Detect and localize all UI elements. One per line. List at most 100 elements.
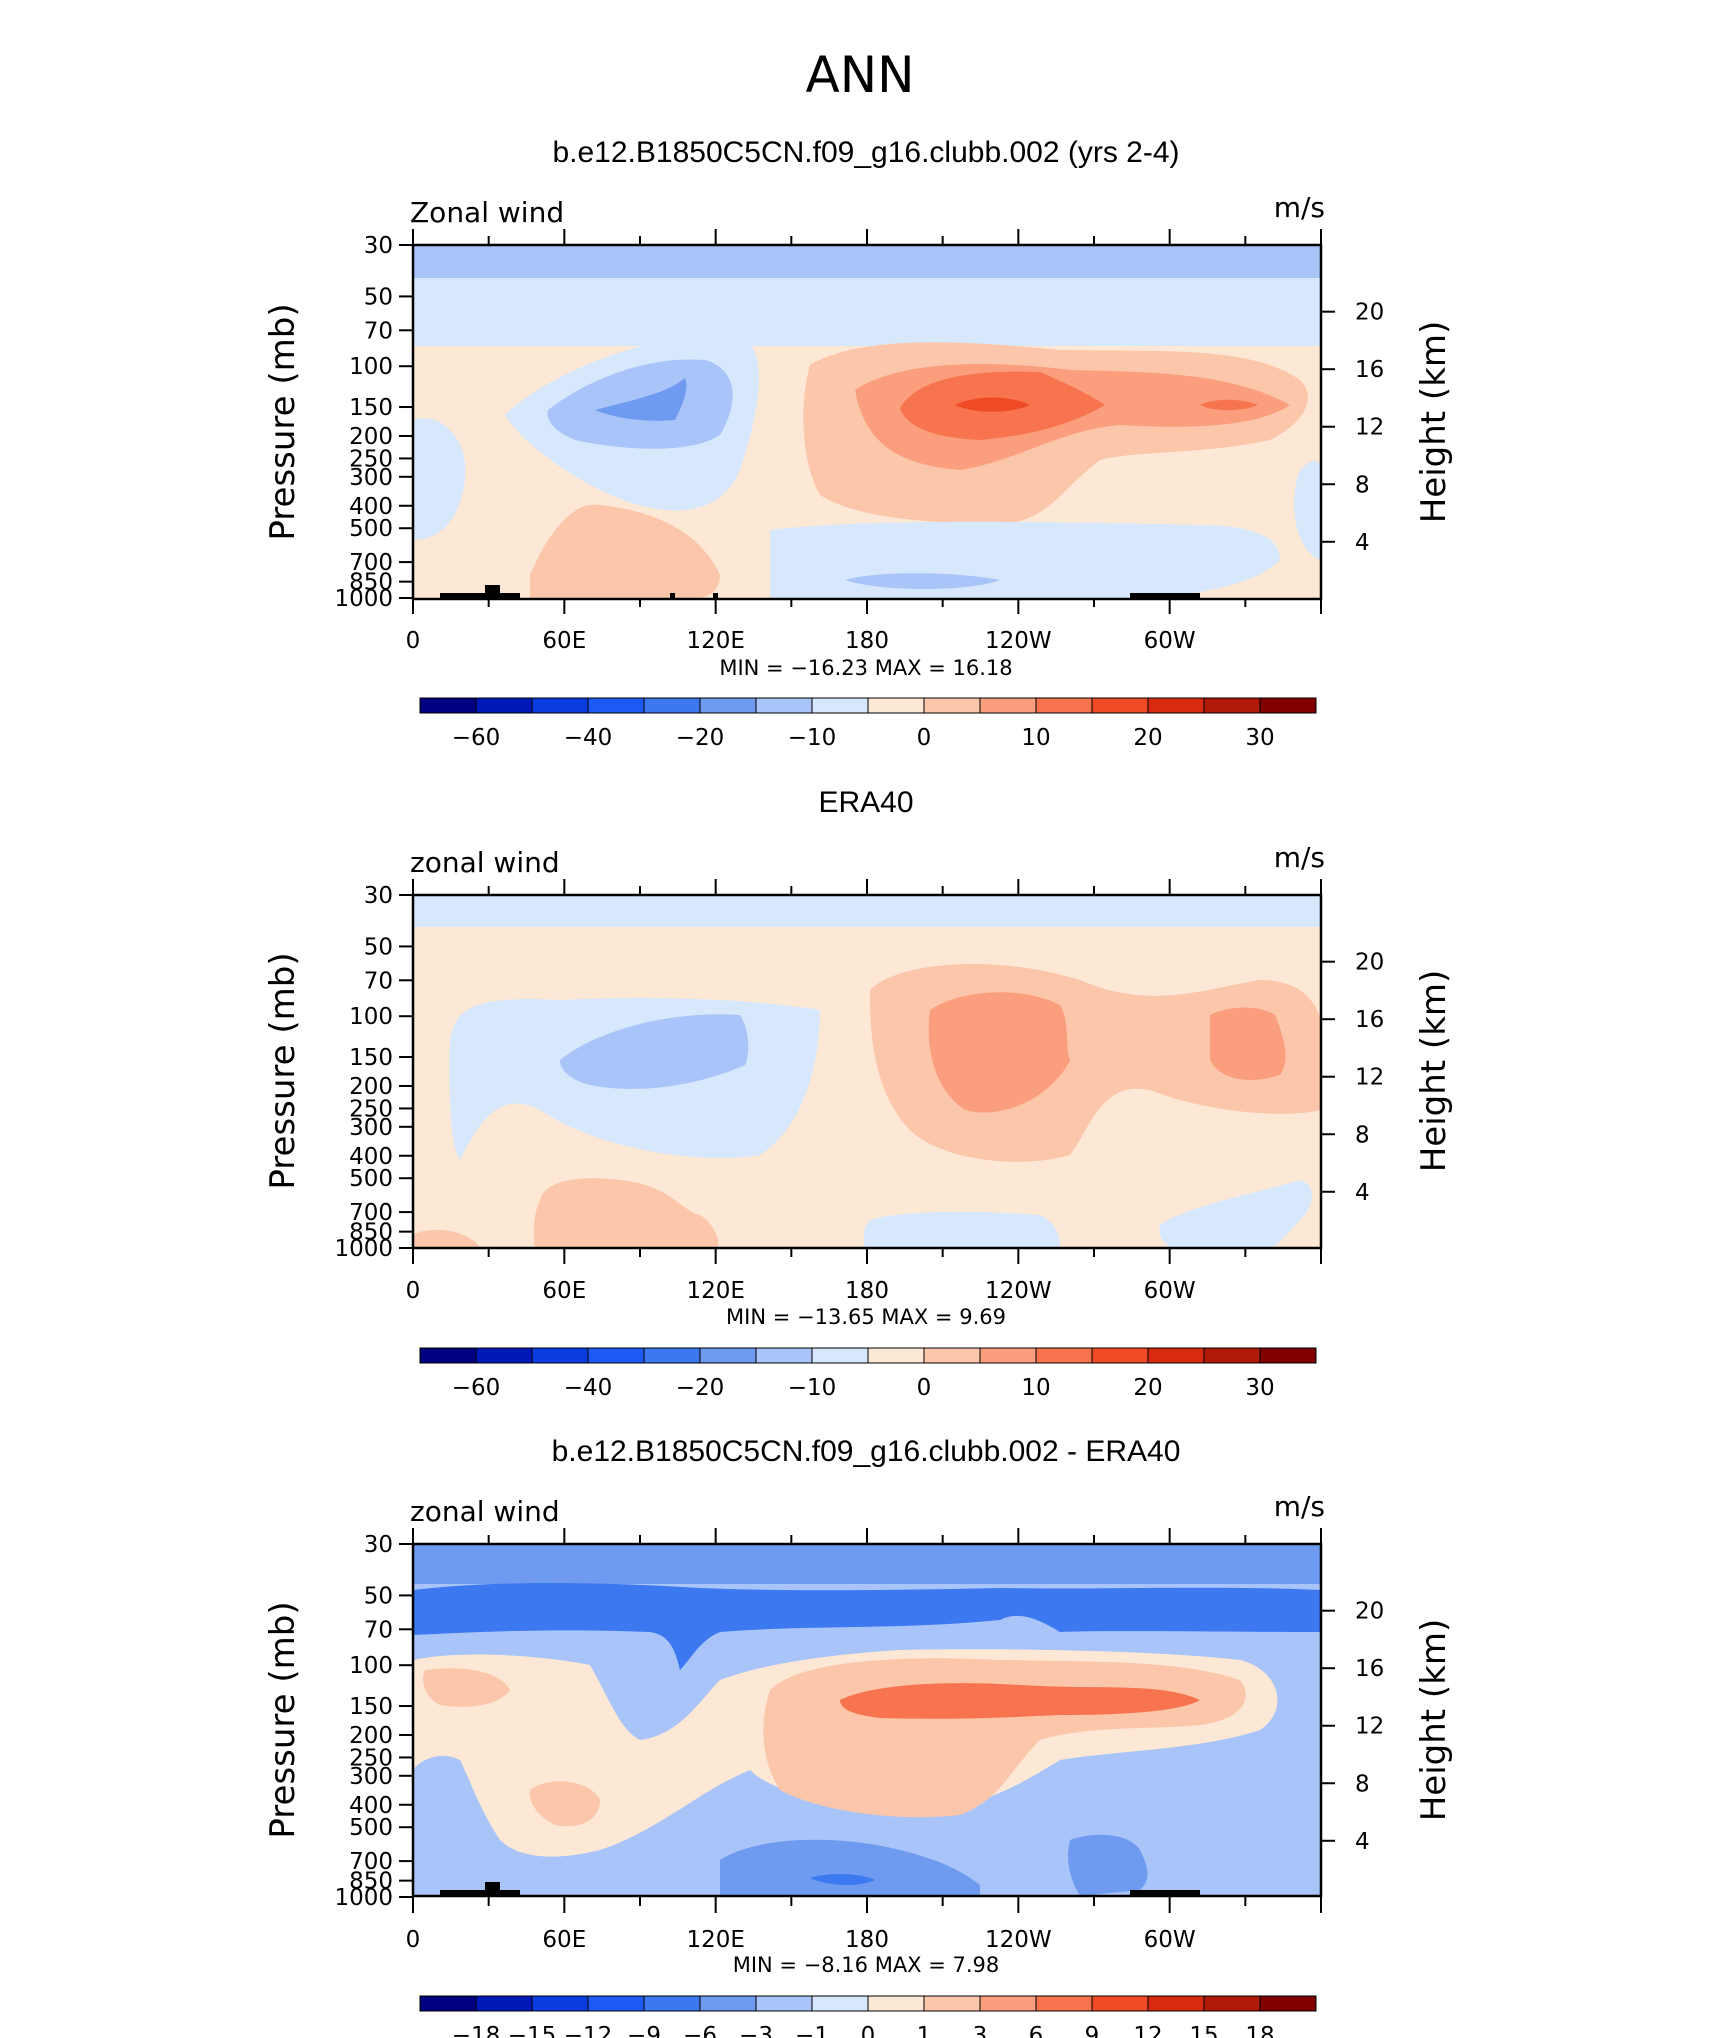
colorbar-label: 10 — [1021, 725, 1050, 751]
contour-east-low — [1293, 460, 1321, 560]
colorbar-box — [755, 1995, 813, 2012]
x-axis: 0 60E 120E 180 120W 60W — [406, 229, 1322, 654]
y-tick-label: 300 — [349, 1115, 393, 1141]
y2-tick-label: 16 — [1355, 357, 1384, 383]
contour-upper-easterly — [413, 278, 1321, 346]
x-tick-label: 120E — [686, 628, 744, 654]
y-tick-label: 250 — [349, 1745, 393, 1771]
colorbar-label: 10 — [1021, 1375, 1050, 1401]
colorbar-box — [475, 697, 533, 714]
colorbar-box — [923, 1347, 981, 1364]
y2-tick-label: 4 — [1355, 1180, 1370, 1206]
colorbar: −60 −40 −20 −10 0 10 20 30 — [419, 697, 1317, 751]
y-tick-label: 400 — [349, 1144, 393, 1170]
y2-tick-label: 4 — [1355, 530, 1370, 556]
colorbar-box — [643, 697, 701, 714]
units-label: m/s — [1274, 841, 1325, 874]
colorbar-label: 18 — [1245, 2023, 1274, 2038]
land-mask-3 — [670, 593, 675, 599]
y-tick-label: 70 — [364, 1617, 393, 1643]
colorbar-label: −15 — [508, 2023, 557, 2038]
colorbar-box — [1147, 1347, 1205, 1364]
y2-axis-label: Height (km) — [1414, 1619, 1454, 1822]
colorbar-box — [1035, 697, 1093, 714]
contour-lowlevel-core — [845, 573, 1000, 589]
colorbar-box — [1203, 1995, 1261, 2012]
y-tick-label: 200 — [349, 1074, 393, 1100]
x-tick-label: 180 — [845, 1278, 889, 1304]
colorbar-box — [1091, 1347, 1149, 1364]
y-axis-right: Height (km) 20 16 12 8 4 — [1321, 1599, 1454, 1855]
contour-strato — [413, 895, 1321, 927]
units-label: m/s — [1274, 1490, 1325, 1523]
colorbar-box — [923, 1995, 981, 2012]
contour-east-pacific-easterly — [863, 1211, 1060, 1248]
colorbar-label: −40 — [564, 725, 613, 751]
colorbar-label: −10 — [788, 725, 837, 751]
y-tick-label: 700 — [349, 1200, 393, 1226]
contour-west-low — [413, 418, 466, 540]
y-tick-label: 400 — [349, 494, 393, 520]
colorbar-box — [643, 1347, 701, 1364]
colorbar-box — [755, 1347, 813, 1364]
colorbar-box — [1091, 697, 1149, 714]
contour-lowlevel-neg — [720, 1839, 980, 1896]
y-tick-label: 1000 — [334, 1885, 393, 1911]
contour-lowlevel-neg-core — [810, 1874, 875, 1886]
colorbar-box — [531, 1347, 589, 1364]
x-tick-label: 60E — [542, 628, 586, 654]
colorbar-label: 15 — [1189, 2023, 1218, 2038]
x-tick-label: 60E — [542, 1278, 586, 1304]
colorbar-box — [587, 697, 645, 714]
y2-axis-label: Height (km) — [1414, 321, 1454, 524]
colorbar-box — [923, 697, 981, 714]
x-tick-label: 0 — [406, 628, 421, 654]
y-axis-label: Pressure (mb) — [263, 303, 303, 540]
colorbar-box — [1147, 1995, 1205, 2012]
land-mask-1 — [440, 585, 520, 599]
colorbar-label: −1 — [795, 2023, 829, 2038]
x-tick-label: 120W — [985, 1927, 1052, 1953]
x-tick-label: 180 — [845, 628, 889, 654]
panel-model: b.e12.B1850C5CN.f09_g16.clubb.002 (yrs 2… — [263, 136, 1454, 751]
panel-difference: b.e12.B1850C5CN.f09_g16.clubb.002 - ERA4… — [263, 1435, 1454, 2038]
y2-tick-label: 4 — [1355, 1829, 1370, 1855]
y-tick-label: 1000 — [334, 1236, 393, 1262]
colorbar-label: 0 — [861, 2023, 876, 2038]
x-tick-label: 60E — [542, 1927, 586, 1953]
contour-pacific-pos-core — [840, 1683, 1200, 1719]
contour-strato — [413, 245, 1321, 278]
colorbar-box — [1035, 1995, 1093, 2012]
colorbar-box — [755, 697, 813, 714]
y-tick-label: 500 — [349, 1815, 393, 1841]
colorbar-box — [419, 1995, 477, 2012]
y2-tick-label: 20 — [1355, 1599, 1384, 1625]
colorbar-label: −10 — [788, 1375, 837, 1401]
colorbar-label: −18 — [452, 2023, 501, 2038]
y-tick-label: 50 — [364, 934, 393, 960]
colorbar-box — [475, 1995, 533, 2012]
land-mask-2 — [1130, 1890, 1200, 1896]
y2-tick-label: 12 — [1355, 1714, 1384, 1740]
y-tick-label: 500 — [349, 516, 393, 542]
colorbar-label: −9 — [627, 2023, 661, 2038]
y-tick-label: 70 — [364, 968, 393, 994]
colorbar-label: 20 — [1133, 725, 1162, 751]
min-max-label: MIN = −8.16 MAX = 7.98 — [733, 1953, 1000, 1977]
colorbar-label: −20 — [676, 1375, 725, 1401]
y-tick-label: 150 — [349, 1694, 393, 1720]
colorbar-box — [1259, 697, 1317, 714]
x-axis: 0 60E 120E 180 120W 60W — [406, 879, 1322, 1304]
y-tick-label: 250 — [349, 446, 393, 472]
colorbar-box — [811, 1995, 869, 2012]
y-tick-label: 150 — [349, 395, 393, 421]
y-tick-label: 50 — [364, 284, 393, 310]
y-tick-label: 850 — [349, 570, 393, 596]
units-label: m/s — [1274, 191, 1325, 224]
colorbar-label: −3 — [739, 2023, 773, 2038]
y2-tick-label: 16 — [1355, 1007, 1384, 1033]
colorbar-box — [587, 1347, 645, 1364]
